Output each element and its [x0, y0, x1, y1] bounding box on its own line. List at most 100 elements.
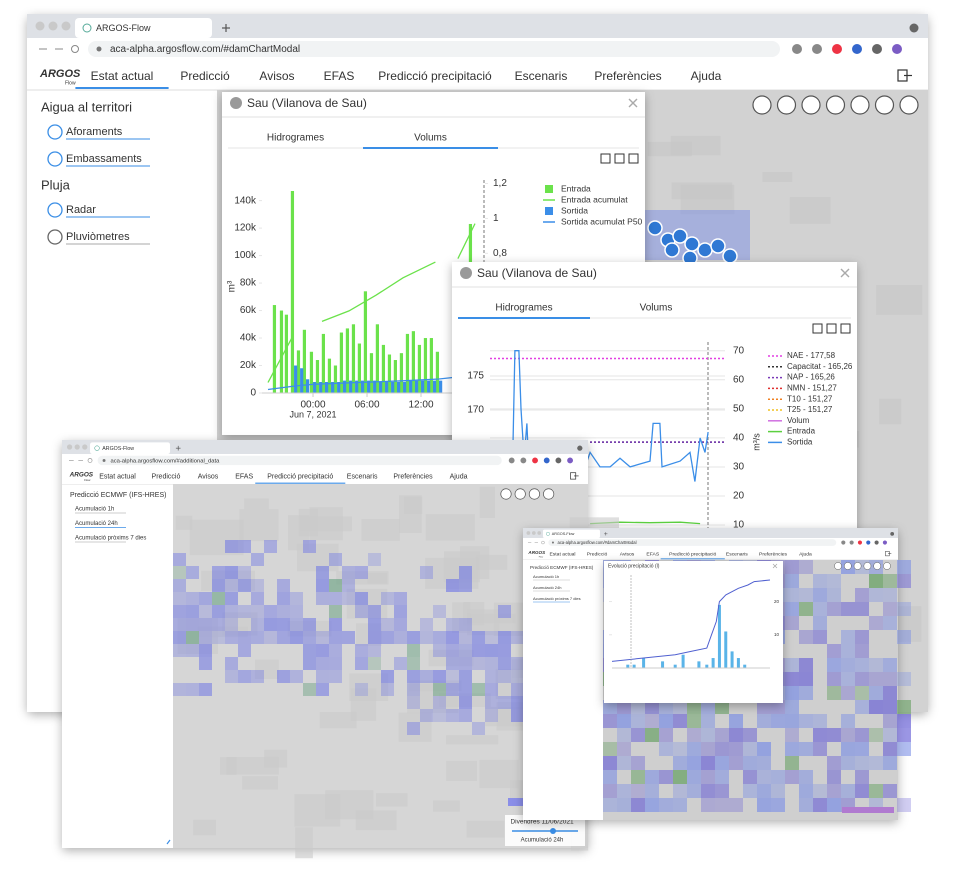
- station-marker[interactable]: [684, 236, 700, 252]
- window-button[interactable]: [48, 21, 58, 31]
- station-marker[interactable]: [647, 220, 663, 236]
- sidebar-item[interactable]: Acumulació pròxims 7 dies: [533, 596, 581, 601]
- sidebar-item[interactable]: Acumulació 24h: [75, 521, 118, 527]
- map-control[interactable]: [863, 562, 872, 570]
- nav-item[interactable]: EFAS: [646, 552, 659, 558]
- nav-item[interactable]: EFAS: [235, 474, 253, 481]
- map-control[interactable]: [899, 95, 919, 115]
- tab-title[interactable]: ARGOS-Flow: [96, 23, 151, 33]
- nav-item[interactable]: Preferències: [759, 552, 787, 558]
- sidebar-item[interactable]: Embassaments: [66, 153, 142, 165]
- map-control[interactable]: [883, 562, 891, 570]
- map-control[interactable]: [850, 95, 870, 115]
- window-button[interactable]: [35, 21, 45, 31]
- nav-item[interactable]: Predicció: [152, 474, 181, 481]
- slider-thumb[interactable]: [550, 828, 556, 834]
- nav-item[interactable]: Preferències: [594, 69, 661, 83]
- extension-icon[interactable]: [832, 44, 842, 54]
- nav-item[interactable]: Avisos: [198, 474, 219, 481]
- map-control[interactable]: [825, 95, 846, 115]
- map-control[interactable]: [528, 488, 540, 500]
- map-control[interactable]: [843, 562, 852, 570]
- extension-icon[interactable]: [812, 44, 822, 54]
- extension-icon[interactable]: [882, 540, 887, 545]
- tab-label[interactable]: Volums: [414, 133, 447, 144]
- nav-item[interactable]: Ajuda: [691, 69, 722, 83]
- url[interactable]: aca-alpha.argosflow.com/#additional_data: [110, 458, 220, 464]
- station-marker[interactable]: [664, 242, 680, 258]
- map-control[interactable]: [514, 488, 526, 500]
- window-button[interactable]: [82, 444, 88, 450]
- map-control[interactable]: [853, 562, 862, 570]
- sidebar-item[interactable]: Acumulació 1h: [533, 574, 559, 579]
- nav-item[interactable]: Escenaris: [347, 474, 378, 481]
- nav-item[interactable]: Preferències: [393, 474, 433, 481]
- station-marker[interactable]: [672, 228, 688, 244]
- window-button[interactable]: [74, 444, 80, 450]
- sidebar-item[interactable]: Radar: [66, 204, 96, 216]
- tab-label[interactable]: Hidrogrames: [267, 133, 324, 144]
- extension-icon[interactable]: [567, 457, 574, 464]
- nav-item[interactable]: Estat actual: [91, 69, 154, 83]
- nav-item[interactable]: Estat actual: [549, 552, 575, 558]
- sidebar-item[interactable]: Acumulació 24h: [533, 585, 561, 590]
- extension-icon[interactable]: [555, 457, 562, 464]
- map-control[interactable]: [873, 562, 882, 570]
- nav-item[interactable]: Avisos: [620, 552, 635, 558]
- sidebar-item[interactable]: Pluviòmetres: [66, 231, 130, 243]
- url[interactable]: aca-alpha.argosflow.com/#damChartModal: [110, 44, 300, 55]
- extension-icon[interactable]: [508, 457, 515, 464]
- window-button[interactable]: [537, 531, 542, 535]
- nav-item[interactable]: Estat actual: [99, 474, 136, 481]
- map-control[interactable]: [776, 95, 797, 115]
- url[interactable]: aca-alpha.argosflow.com/#damChartModal: [558, 540, 637, 545]
- nav-item[interactable]: Ajuda: [450, 474, 468, 481]
- nav-item[interactable]: Predicció precipitació: [378, 69, 492, 83]
- sidebar-item[interactable]: Aforaments: [66, 126, 123, 138]
- station-marker[interactable]: [697, 242, 713, 258]
- bar: [381, 344, 386, 393]
- bar: [375, 324, 379, 393]
- map-control[interactable]: [752, 95, 772, 115]
- extension-icon[interactable]: [852, 44, 862, 54]
- map-control[interactable]: [834, 562, 842, 570]
- extension-icon[interactable]: [866, 540, 871, 545]
- nav-item[interactable]: Predicció: [587, 552, 608, 558]
- precip-cell: [485, 644, 498, 657]
- nav-item[interactable]: Predicció precipitació: [267, 474, 333, 481]
- tab-label[interactable]: Hidrogrames: [495, 303, 552, 314]
- extension-icon[interactable]: [520, 457, 527, 464]
- extension-icon[interactable]: [841, 540, 846, 545]
- extension-icon[interactable]: [532, 457, 538, 464]
- extension-icon[interactable]: [849, 540, 854, 545]
- tab-label[interactable]: Volums: [640, 303, 673, 314]
- extension-icon[interactable]: [792, 44, 802, 54]
- extension-icon[interactable]: [543, 457, 550, 464]
- map-control[interactable]: [801, 95, 821, 115]
- tab-title[interactable]: ARGOS-Flow: [102, 446, 134, 452]
- station-marker[interactable]: [722, 248, 738, 264]
- map-control[interactable]: [500, 488, 512, 500]
- nav-item[interactable]: Predicció precipitació: [669, 552, 716, 558]
- station-marker[interactable]: [710, 238, 726, 254]
- window-button[interactable]: [66, 444, 73, 450]
- sidebar-item[interactable]: Acumulació 1h: [75, 507, 114, 513]
- map-control[interactable]: [543, 488, 555, 500]
- nav-item[interactable]: EFAS: [324, 69, 355, 83]
- extension-icon[interactable]: [892, 44, 902, 54]
- nav-item[interactable]: Escenaris: [726, 552, 748, 558]
- nav-item[interactable]: Ajuda: [799, 552, 812, 558]
- window-button[interactable]: [61, 21, 71, 31]
- precip-cell: [355, 644, 368, 657]
- extension-icon[interactable]: [872, 44, 882, 54]
- extension-icon[interactable]: [857, 540, 863, 545]
- window-button[interactable]: [526, 531, 531, 535]
- tab-title[interactable]: ARGOS-Flow: [552, 532, 575, 536]
- sidebar-item[interactable]: Acumulació pròxims 7 dies: [75, 536, 146, 542]
- nav-item[interactable]: Escenaris: [515, 69, 568, 83]
- map-control[interactable]: [874, 95, 895, 115]
- nav-item[interactable]: Avisos: [259, 69, 294, 83]
- nav-item[interactable]: Predicció: [180, 69, 230, 83]
- window-button[interactable]: [531, 531, 536, 535]
- extension-icon[interactable]: [874, 540, 879, 545]
